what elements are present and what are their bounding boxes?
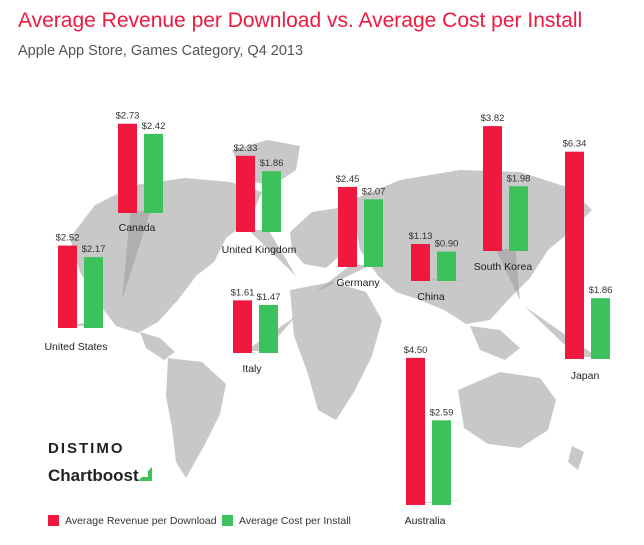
bar-group-canada: $2.73$2.42 Canada [116,111,166,234]
chart-subtitle: Apple App Store, Games Category, Q4 2013 [18,43,304,59]
map-central-america [140,332,175,360]
country-label-china: China [417,291,445,303]
cost-bar-united-states [84,257,103,328]
cost-label-south-korea: $1.98 [507,173,531,184]
cost-bar-united-kingdom [262,171,281,232]
revenue-bar-united-kingdom [236,155,255,232]
revenue-bar-italy [233,300,252,353]
legend-swatch-revenue [48,515,59,526]
country-label-italy: Italy [242,363,262,375]
pointer-south-korea [495,249,520,300]
cost-label-japan: $1.86 [589,285,613,296]
cost-label-italy: $1.47 [257,292,281,303]
cost-label-germany: $2.07 [362,186,386,197]
map-new-zealand [568,446,584,470]
revenue-bar-canada [118,123,137,213]
pointer-japan [524,306,598,357]
cost-bar-japan [591,298,610,359]
bar-group-china: $1.13$0.90 China [409,231,459,303]
pointer-united-kingdom [248,230,296,276]
revenue-label-canada: $2.73 [116,111,140,122]
revenue-label-south-korea: $3.82 [481,113,505,124]
cost-bar-south-korea [509,186,528,251]
bar-group-italy: $1.61 $1.47 Italy [231,287,281,375]
cost-label-australia: $2.59 [430,407,454,418]
chartboost-mark-icon [138,467,152,481]
country-label-united-states: United States [44,341,107,353]
revenue-label-italy: $1.61 [231,287,255,298]
map-north-america [70,178,262,333]
revenue-bar-united-states [58,245,77,328]
revenue-bar-japan [565,151,584,359]
cost-bar-china [437,251,456,281]
revenue-label-united-kingdom: $2.33 [234,143,258,154]
legend-item-revenue: Average Revenue per Download [48,515,217,529]
bar-group-australia: $4.50 $2.59 Australia [404,345,454,527]
revenue-bar-china [411,244,430,281]
bar-group-germany: $2.45$2.07 Germany [336,174,386,289]
bar-group-japan: $6.34 $1.86 Japan [563,139,613,382]
chartboost-logo: Chartboost [48,466,139,485]
cost-label-united-states: $2.17 [82,244,106,255]
map-south-america [166,358,226,478]
distimo-logo: DISTIMO [48,440,125,457]
country-label-japan: Japan [571,370,600,382]
cost-bar-australia [432,420,451,505]
country-label-united-kingdom: United Kingdom [222,244,297,256]
pointer-germany [316,265,371,292]
revenue-label-united-states: $2.52 [56,233,80,244]
pointer-canada [122,211,151,300]
bar-group-united-states: $2.52$2.17 United States [44,233,107,353]
cost-label-canada: $2.42 [142,121,166,132]
cost-label-china: $0.90 [435,239,459,250]
map-australia [458,372,556,448]
revenue-bar-germany [338,186,357,267]
revenue-bar-south-korea [483,126,502,251]
legend-label-revenue: Average Revenue per Download [65,515,217,527]
chart-title: Average Revenue per Download vs. Average… [18,9,583,32]
map-africa [290,282,382,420]
legend-item-cost: Average Cost per Install [222,515,351,529]
cost-bar-italy [259,304,278,353]
revenue-label-china: $1.13 [409,231,433,242]
country-label-south-korea: South Korea [474,261,533,273]
bar-group-united-kingdom: $2.33$1.86 United Kingdom [222,143,297,256]
country-label-canada: Canada [119,222,156,234]
legend-label-cost: Average Cost per Install [239,515,351,527]
map-asia [352,170,592,324]
cost-label-united-kingdom: $1.86 [260,158,284,169]
legend-swatch-cost [222,515,233,526]
revenue-label-germany: $2.45 [336,174,360,185]
country-label-germany: Germany [336,277,380,289]
cost-bar-germany [364,199,383,267]
revenue-label-japan: $6.34 [563,139,587,150]
revenue-bar-australia [406,357,425,505]
revenue-label-australia: $4.50 [404,345,428,356]
country-label-australia: Australia [405,515,446,527]
map-southeast-asia [470,326,520,360]
cost-bar-canada [144,133,163,213]
bar-group-south-korea: $3.82 $1.98 South Korea [474,113,533,273]
